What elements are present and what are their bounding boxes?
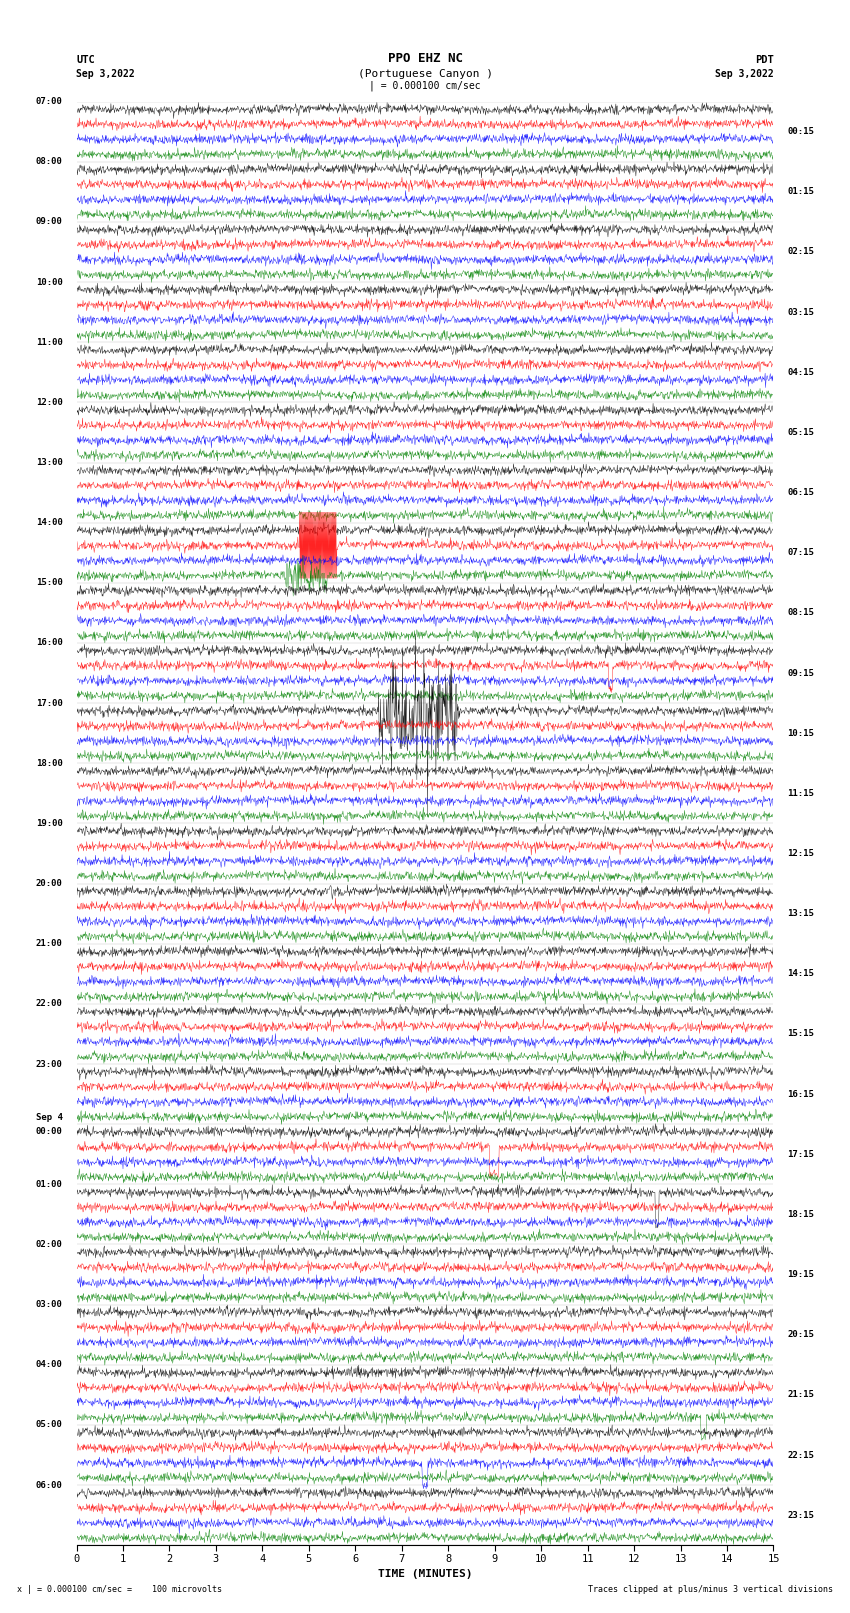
Text: 14:00: 14:00 (36, 518, 63, 527)
Text: 20:15: 20:15 (787, 1331, 814, 1339)
Text: 08:15: 08:15 (787, 608, 814, 618)
Text: 13:15: 13:15 (787, 910, 814, 918)
Text: 11:15: 11:15 (787, 789, 814, 798)
Text: 18:00: 18:00 (36, 758, 63, 768)
Text: 07:00: 07:00 (36, 97, 63, 106)
Text: 09:00: 09:00 (36, 218, 63, 226)
Text: 10:00: 10:00 (36, 277, 63, 287)
Text: 06:00: 06:00 (36, 1481, 63, 1489)
Text: 04:15: 04:15 (787, 368, 814, 377)
Text: 14:15: 14:15 (787, 969, 814, 979)
Text: 04:00: 04:00 (36, 1360, 63, 1369)
Text: 22:00: 22:00 (36, 1000, 63, 1008)
Text: 19:00: 19:00 (36, 819, 63, 827)
Text: PDT: PDT (755, 55, 774, 65)
Text: | = 0.000100 cm/sec: | = 0.000100 cm/sec (369, 81, 481, 90)
Text: x | = 0.000100 cm/sec =    100 microvolts: x | = 0.000100 cm/sec = 100 microvolts (17, 1584, 222, 1594)
Text: (Portuguese Canyon ): (Portuguese Canyon ) (358, 69, 492, 79)
Text: 23:00: 23:00 (36, 1060, 63, 1068)
Text: 19:15: 19:15 (787, 1269, 814, 1279)
Text: 16:00: 16:00 (36, 639, 63, 647)
Text: 15:00: 15:00 (36, 579, 63, 587)
Text: 13:00: 13:00 (36, 458, 63, 468)
X-axis label: TIME (MINUTES): TIME (MINUTES) (377, 1569, 473, 1579)
Text: 21:00: 21:00 (36, 939, 63, 948)
Text: 08:00: 08:00 (36, 158, 63, 166)
Text: 12:15: 12:15 (787, 848, 814, 858)
Text: 06:15: 06:15 (787, 489, 814, 497)
Text: Sep 3,2022: Sep 3,2022 (76, 69, 135, 79)
Text: 07:15: 07:15 (787, 548, 814, 556)
Text: 16:15: 16:15 (787, 1090, 814, 1098)
Text: 17:00: 17:00 (36, 698, 63, 708)
Text: 21:15: 21:15 (787, 1390, 814, 1400)
Text: 01:00: 01:00 (36, 1179, 63, 1189)
Text: 03:00: 03:00 (36, 1300, 63, 1310)
Text: 00:15: 00:15 (787, 127, 814, 135)
Text: Sep 3,2022: Sep 3,2022 (715, 69, 774, 79)
Text: 02:00: 02:00 (36, 1240, 63, 1248)
Text: Traces clipped at plus/minus 3 vertical divisions: Traces clipped at plus/minus 3 vertical … (588, 1584, 833, 1594)
Text: 15:15: 15:15 (787, 1029, 814, 1039)
Text: Sep 4: Sep 4 (36, 1113, 63, 1123)
Text: 05:15: 05:15 (787, 427, 814, 437)
Text: 03:15: 03:15 (787, 308, 814, 316)
Text: 02:15: 02:15 (787, 247, 814, 256)
Text: 01:15: 01:15 (787, 187, 814, 197)
Text: 00:00: 00:00 (36, 1127, 63, 1136)
Text: 17:15: 17:15 (787, 1150, 814, 1158)
Text: 18:15: 18:15 (787, 1210, 814, 1219)
Text: UTC: UTC (76, 55, 95, 65)
Text: 09:15: 09:15 (787, 668, 814, 677)
Text: 20:00: 20:00 (36, 879, 63, 889)
Text: 22:15: 22:15 (787, 1450, 814, 1460)
Text: PPO EHZ NC: PPO EHZ NC (388, 52, 462, 65)
Text: 10:15: 10:15 (787, 729, 814, 737)
Text: 12:00: 12:00 (36, 398, 63, 406)
Text: 05:00: 05:00 (36, 1421, 63, 1429)
Text: 23:15: 23:15 (787, 1511, 814, 1519)
Text: 11:00: 11:00 (36, 337, 63, 347)
